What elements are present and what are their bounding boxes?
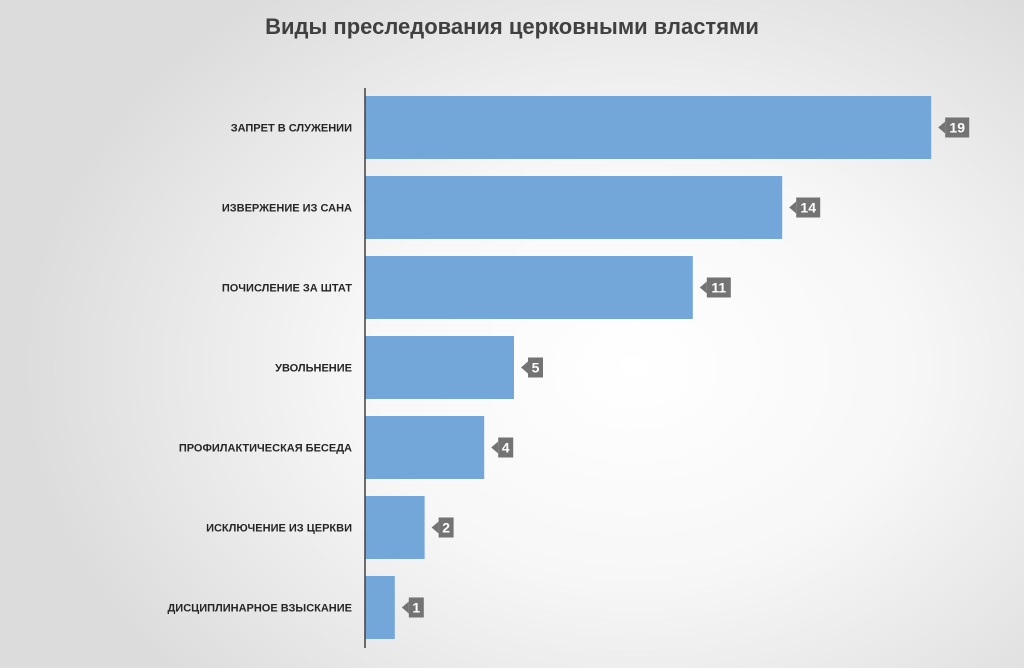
value-callout-box bbox=[408, 597, 424, 618]
value-callout-pointer bbox=[699, 281, 707, 294]
value-callout-box bbox=[796, 197, 821, 218]
category-label: ИЗВЕРЖЕНИЕ ИЗ САНА bbox=[222, 203, 352, 215]
category-label: ЗАПРЕТ В СЛУЖЕНИИ bbox=[231, 123, 352, 135]
value-label: 19 bbox=[949, 120, 965, 136]
value-label: 14 bbox=[800, 200, 816, 216]
value-callout-box bbox=[706, 277, 731, 298]
category-label: ДИСЦИПЛИНАРНОЕ ВЗЫСКАНИЕ bbox=[167, 603, 352, 615]
value-label: 11 bbox=[711, 280, 726, 296]
category-label: ПРОФИЛАКТИЧЕСКАЯ БЕСЕДА bbox=[179, 443, 352, 455]
bar bbox=[365, 176, 783, 239]
category-label: ПОЧИСЛЕНИЕ ЗА ШТАТ bbox=[222, 283, 352, 295]
category-label: УВОЛЬНЕНИЕ bbox=[275, 363, 352, 375]
chart-title: Виды преследования церковными властями bbox=[265, 14, 759, 39]
value-callout-pointer bbox=[431, 521, 439, 534]
value-label: 1 bbox=[412, 600, 420, 616]
value-callout-pointer bbox=[938, 121, 946, 134]
bar bbox=[365, 416, 485, 479]
bar bbox=[365, 496, 425, 559]
value-label: 4 bbox=[502, 440, 510, 456]
value-callout-box bbox=[438, 517, 454, 538]
value-callout-pointer bbox=[789, 201, 797, 214]
value-callout-box bbox=[498, 437, 514, 458]
category-label: ИСКЛЮЧЕНИЕ ИЗ ЦЕРКВИ bbox=[206, 523, 352, 535]
value-callout-pointer bbox=[521, 361, 528, 374]
bar bbox=[365, 576, 395, 639]
value-label: 2 bbox=[442, 520, 450, 536]
bar bbox=[365, 336, 514, 399]
value-label: 5 bbox=[532, 360, 540, 376]
value-callout-box bbox=[945, 117, 970, 138]
bar bbox=[365, 96, 932, 159]
value-callout-box bbox=[528, 357, 543, 378]
value-callout-pointer bbox=[401, 601, 409, 614]
bar bbox=[365, 256, 693, 319]
value-callout-pointer bbox=[491, 441, 499, 454]
